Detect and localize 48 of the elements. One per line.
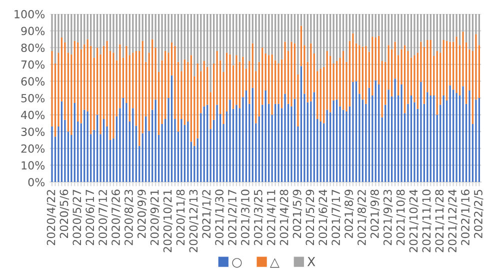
legend-label: ○ (232, 258, 242, 268)
y-tick-label: 90% (21, 26, 45, 36)
legend-label: X (307, 257, 316, 266)
x-tick-label: 2021/5/29 (306, 190, 316, 246)
x-tick-label: 2020/5/6 (60, 190, 70, 238)
x-tick-label: 2021/4/11 (266, 190, 276, 246)
y-tick-label: 70% (21, 60, 45, 69)
y-tick-label: 10% (22, 161, 45, 170)
x-tick-label: 2021/10/24 (409, 190, 419, 252)
x-tick-label: 2021/2/17 (228, 190, 238, 246)
x-tick-label: 2021/8/9 (344, 190, 354, 238)
x-tick-label: 2020/6/17 (86, 190, 95, 246)
x-tick-label: 2020/8/23 (124, 190, 134, 246)
x-tick-label: 2021/8/22 (358, 190, 367, 246)
x-tick-label: 2021/6/24 (318, 190, 328, 246)
x-tick-label: 2020/7/26 (112, 190, 121, 246)
legend-label: △ (270, 258, 280, 268)
y-tick-label: 40% (21, 110, 45, 120)
x-tick-label: 2020/5/27 (72, 190, 82, 246)
y-tick-label: 80% (21, 44, 45, 52)
y-tick-label: 60% (21, 77, 45, 86)
y-tick-label: 100% (14, 10, 45, 18)
x-tick-label: 2021/9/8 (370, 190, 380, 238)
x-tick-label: 2021/12/24 (448, 190, 458, 252)
x-tick-label: 2021/7/17 (332, 190, 341, 246)
y-tick-label: 0% (28, 178, 45, 186)
x-tick-label: 2020/9/21 (150, 190, 160, 246)
x-tick-label: 2021/4/28 (280, 190, 290, 246)
x-tick-label: 2020/4/22 (46, 190, 56, 246)
y-tick-label: 30% (21, 128, 45, 136)
x-tick-label: 2021/3/25 (254, 190, 264, 246)
x-tick-label: 2020/11/8 (176, 190, 186, 246)
x-tick-label: 2022/2/5 (474, 190, 484, 238)
x-tick-label: 2020/12/13 (189, 190, 198, 252)
x-tick-label: 2021/1/2 (202, 190, 212, 238)
x-tick-label: 2021/10/8 (396, 190, 406, 246)
y-tick-label: 50% (21, 94, 45, 102)
x-tick-label: 2021/5/9 (292, 190, 302, 238)
x-tick-label: 2022/1/16 (461, 190, 470, 246)
x-tick-label: 2021/1/30 (215, 190, 224, 246)
x-tick-label: 2020/7/12 (98, 190, 108, 246)
x-tick-label: 2021/3/10 (241, 190, 250, 246)
x-tick-label: 2021/11/28 (435, 190, 444, 252)
y-tick-label: 20% (21, 144, 45, 153)
x-tick-label: 2021/11/10 (422, 190, 432, 252)
x-tick-label: 2021/9/23 (383, 190, 393, 246)
x-tick-label: 2020/9/9 (137, 190, 147, 238)
x-tick-label: 2020/10/21 (163, 190, 173, 252)
